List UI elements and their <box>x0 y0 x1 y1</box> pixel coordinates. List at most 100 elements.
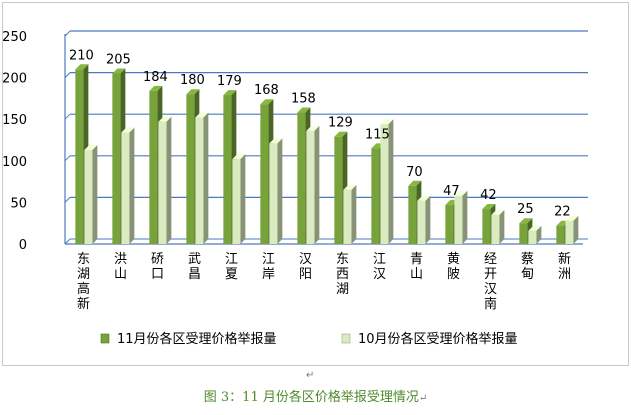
bar-chart: 0 50 100 150 200 250 210 205 184 180 179 168 158 129 1… <box>3 30 588 347</box>
bar <box>482 209 491 244</box>
bar <box>121 132 130 244</box>
x-tick-label: 新洲 <box>558 251 571 282</box>
data-label: 25 <box>517 202 534 217</box>
bar-top <box>380 119 394 125</box>
bar <box>371 148 380 244</box>
bar-side <box>166 116 172 244</box>
data-label: 129 <box>328 116 353 131</box>
bar <box>186 94 195 245</box>
y-tick-label: 50 <box>10 196 27 211</box>
data-label: 70 <box>406 165 423 180</box>
bar <box>491 214 500 244</box>
bar-top <box>334 131 348 137</box>
data-label: 158 <box>291 92 316 107</box>
x-tick-label: 青山 <box>410 252 423 282</box>
bar-top <box>232 154 246 160</box>
bar-top <box>491 209 505 215</box>
bar-top <box>121 127 135 133</box>
data-label: 179 <box>217 74 242 89</box>
legend-swatch <box>341 333 351 344</box>
bar-top <box>260 99 274 105</box>
bar <box>195 117 204 244</box>
bar-side <box>425 195 431 244</box>
bar-top <box>186 89 200 95</box>
data-label: 205 <box>106 52 131 67</box>
data-label: 22 <box>554 205 571 220</box>
gridline-edge <box>64 155 71 162</box>
bar <box>417 200 426 244</box>
bar <box>408 185 417 244</box>
bar-side <box>203 112 209 244</box>
legend-label: 10月份各区受理价格举报量 <box>358 331 518 347</box>
bar-top <box>454 190 468 196</box>
bar-side <box>314 125 320 244</box>
bar-top <box>75 64 89 70</box>
bar <box>260 104 269 244</box>
bar <box>306 130 315 244</box>
gridline-edge <box>64 30 71 37</box>
caption-return-mark: ↵ <box>418 393 428 404</box>
bar <box>445 204 454 244</box>
bar <box>84 149 93 244</box>
data-label: 180 <box>180 73 205 88</box>
bar-side <box>536 225 542 244</box>
bar <box>380 124 389 244</box>
data-label: 184 <box>143 70 168 85</box>
bar-top <box>149 85 163 91</box>
bar-side <box>573 215 579 244</box>
data-label: 168 <box>254 83 279 98</box>
bar <box>519 223 528 244</box>
bar-top <box>565 215 579 221</box>
bar-side <box>240 154 246 244</box>
bar-top <box>408 180 422 186</box>
bar <box>556 225 565 244</box>
x-tick-label: 汉阳 <box>299 252 312 282</box>
bar-top <box>195 112 209 118</box>
bar <box>158 121 167 244</box>
gridline-edge <box>64 113 71 120</box>
bar-top <box>84 144 98 150</box>
x-tick-label: 洪山 <box>114 252 127 282</box>
x-tick-label: 武昌 <box>188 252 201 282</box>
bar-side <box>462 190 468 244</box>
bar-side <box>499 209 505 244</box>
return-mark: ↵ <box>306 370 315 381</box>
bar <box>223 95 232 245</box>
x-tick-label: 江夏 <box>225 252 238 282</box>
bar <box>343 189 352 244</box>
x-tick-label: 东湖高新 <box>77 252 90 312</box>
bar-top <box>269 138 283 144</box>
legend-swatch <box>100 333 110 344</box>
bar-top <box>519 218 533 224</box>
bar-top <box>158 116 172 122</box>
x-tick-label: 江汉 <box>373 252 386 282</box>
floor-edge <box>64 238 71 245</box>
x-tick-label: 江岸 <box>262 252 275 282</box>
x-tick-label: 硚口 <box>151 252 164 282</box>
bar <box>149 90 158 244</box>
x-tick-label: 黄陂 <box>447 252 460 282</box>
gridline-edge <box>64 72 71 78</box>
bar <box>75 69 84 244</box>
bar-side <box>129 127 135 244</box>
y-tick-label: 200 <box>3 72 27 87</box>
bar <box>528 230 537 244</box>
y-tick-label: 100 <box>3 155 27 170</box>
legend-label: 11月份各区受理价格举报量 <box>117 331 277 347</box>
bar-side <box>388 119 394 244</box>
data-label: 42 <box>480 188 497 203</box>
bar <box>112 73 121 244</box>
y-tick-label: 0 <box>19 238 27 253</box>
data-label: 210 <box>69 48 94 63</box>
bar-top <box>112 68 126 74</box>
bar-top <box>417 195 431 201</box>
bar-side <box>351 184 357 244</box>
bar <box>454 195 463 244</box>
bar-side <box>277 138 283 244</box>
x-tick-label: 蔡甸 <box>521 252 534 282</box>
bar <box>269 143 278 244</box>
y-tick-label: 150 <box>3 113 27 128</box>
figure-caption: 图 3：11 月份各区价格举报受理情况↵ <box>0 386 631 405</box>
bar-top <box>482 204 496 210</box>
bar-side <box>92 144 98 244</box>
